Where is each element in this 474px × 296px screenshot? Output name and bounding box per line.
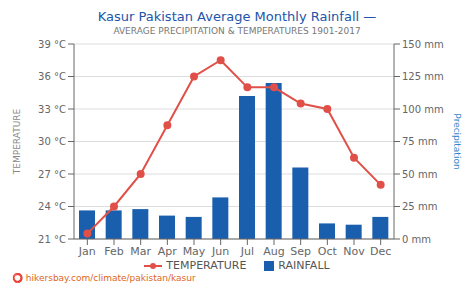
svg-text:30 °C: 30 °C bbox=[38, 136, 66, 147]
svg-text:21 °C: 21 °C bbox=[38, 234, 66, 245]
svg-text:Aug: Aug bbox=[263, 245, 284, 258]
svg-text:Dec: Dec bbox=[370, 245, 391, 258]
html-text:⭕ hikersbay.com/climate/pakist: ⭕ hikersbay.com/climate/pakistan/kasur bbox=[12, 273, 196, 283]
svg-text:24 °C: 24 °C bbox=[38, 201, 66, 212]
svg-text:50 mm: 50 mm bbox=[402, 169, 437, 180]
svg-text:Precipitation: Precipitation bbox=[452, 113, 462, 169]
svg-text:100 mm: 100 mm bbox=[402, 104, 444, 115]
svg-text:Jun: Jun bbox=[211, 245, 229, 258]
svg-text:TEMPERATURE: TEMPERATURE bbox=[12, 108, 22, 175]
svg-text:36 °C: 36 °C bbox=[38, 71, 66, 82]
svg-text:33 °C: 33 °C bbox=[38, 104, 66, 115]
svg-text:150 mm: 150 mm bbox=[402, 39, 444, 50]
svg-text:39 °C: 39 °C bbox=[38, 39, 66, 50]
svg-text:Apr: Apr bbox=[158, 245, 178, 258]
html-text:TEMPERATURE: TEMPERATURE bbox=[166, 259, 247, 272]
svg-text:Feb: Feb bbox=[104, 245, 123, 258]
svg-text:Nov: Nov bbox=[343, 245, 365, 258]
html-text:AVERAGE PRECIPITATION & TEMPER: AVERAGE PRECIPITATION & TEMPERATURES 190… bbox=[113, 26, 361, 36]
html-text:Kasur Pakistan Average Monthly: Kasur Pakistan Average Monthly Rainfall … bbox=[97, 9, 377, 24]
svg-text:Mar: Mar bbox=[130, 245, 151, 258]
html-text:RAINFALL: RAINFALL bbox=[278, 259, 330, 272]
svg-text:Jul: Jul bbox=[240, 245, 254, 258]
svg-text:Jan: Jan bbox=[78, 245, 96, 258]
svg-text:27 °C: 27 °C bbox=[38, 169, 66, 180]
svg-text:25 mm: 25 mm bbox=[402, 201, 437, 212]
svg-text:May: May bbox=[183, 245, 206, 258]
svg-text:125 mm: 125 mm bbox=[402, 71, 444, 82]
svg-text:0 mm: 0 mm bbox=[402, 234, 431, 245]
svg-text:Sep: Sep bbox=[290, 245, 311, 258]
svg-text:Oct: Oct bbox=[318, 245, 338, 258]
svg-text:75 mm: 75 mm bbox=[402, 136, 437, 147]
